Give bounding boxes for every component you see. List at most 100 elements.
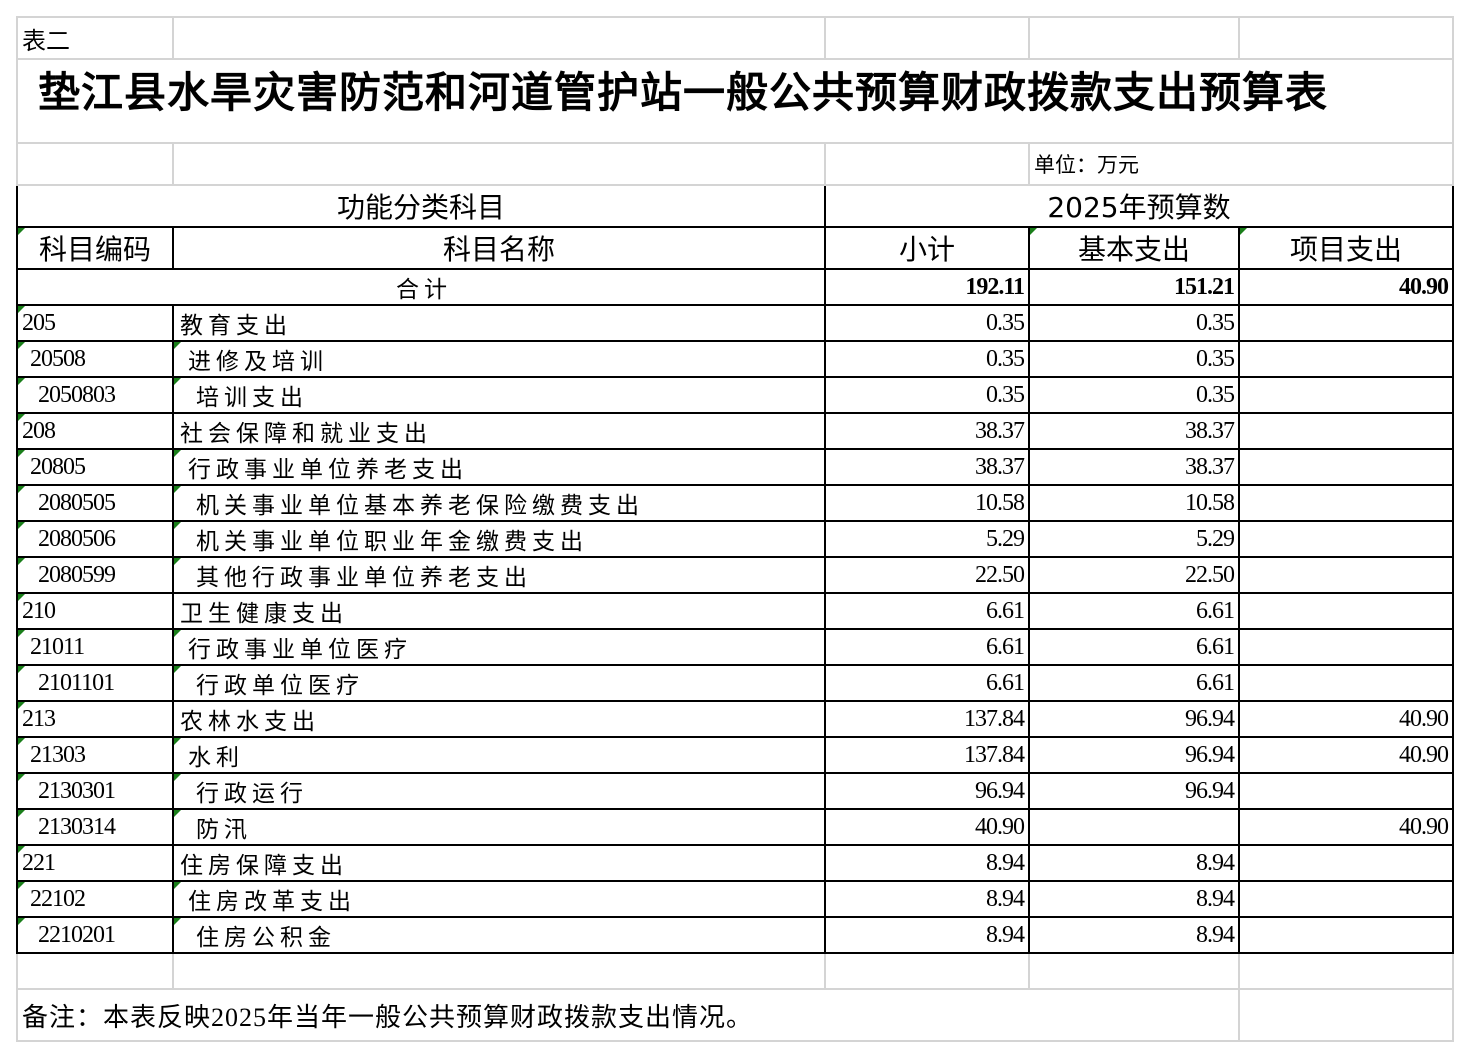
name-cell[interactable]: 其他行政事业单位养老支出 bbox=[172, 556, 826, 594]
cell[interactable] bbox=[824, 952, 1030, 990]
subtotal-cell[interactable]: 96.94 bbox=[824, 772, 1030, 810]
code-cell[interactable]: 2050803 bbox=[16, 376, 174, 414]
name-cell[interactable]: 社会保障和就业支出 bbox=[172, 412, 826, 450]
name-cell[interactable]: 行政单位医疗 bbox=[172, 664, 826, 702]
name-cell[interactable]: 教育支出 bbox=[172, 304, 826, 342]
basic-cell[interactable]: 38.37 bbox=[1028, 412, 1240, 450]
project-cell[interactable] bbox=[1238, 520, 1454, 558]
basic-cell[interactable]: 96.94 bbox=[1028, 772, 1240, 810]
cell[interactable] bbox=[824, 16, 1030, 60]
basic-cell[interactable] bbox=[1028, 808, 1240, 846]
code-cell[interactable]: 2210201 bbox=[16, 916, 174, 954]
code-cell[interactable]: 2130314 bbox=[16, 808, 174, 846]
subtotal-cell[interactable]: 38.37 bbox=[824, 412, 1030, 450]
project-cell[interactable] bbox=[1238, 484, 1454, 522]
note[interactable]: 备注：本表反映2025年当年一般公共预算财政拨款支出情况。 bbox=[16, 988, 1240, 1042]
project-cell[interactable]: 40.90 bbox=[1238, 736, 1454, 774]
cell[interactable] bbox=[1238, 988, 1454, 1042]
total-basic[interactable]: 151.21 bbox=[1028, 268, 1240, 306]
cell[interactable] bbox=[824, 142, 1030, 186]
code-cell[interactable]: 213 bbox=[16, 700, 174, 738]
project-cell[interactable] bbox=[1238, 340, 1454, 378]
subtotal-cell[interactable]: 38.37 bbox=[824, 448, 1030, 486]
subtotal-cell[interactable]: 0.35 bbox=[824, 304, 1030, 342]
subtotal-cell[interactable]: 0.35 bbox=[824, 340, 1030, 378]
name-cell[interactable]: 防汛 bbox=[172, 808, 826, 846]
name-cell[interactable]: 住房改革支出 bbox=[172, 880, 826, 918]
total-project[interactable]: 40.90 bbox=[1238, 268, 1454, 306]
cell[interactable] bbox=[172, 952, 826, 990]
sheet-label[interactable]: 表二 bbox=[16, 16, 174, 60]
code-cell[interactable]: 2080599 bbox=[16, 556, 174, 594]
subtotal-cell[interactable]: 0.35 bbox=[824, 376, 1030, 414]
basic-cell[interactable]: 6.61 bbox=[1028, 628, 1240, 666]
header-name[interactable]: 科目名称 bbox=[172, 226, 826, 270]
project-cell[interactable]: 40.90 bbox=[1238, 700, 1454, 738]
name-cell[interactable]: 行政运行 bbox=[172, 772, 826, 810]
total-label[interactable]: 合计 bbox=[16, 268, 826, 306]
basic-cell[interactable]: 38.37 bbox=[1028, 448, 1240, 486]
project-cell[interactable] bbox=[1238, 772, 1454, 810]
code-cell[interactable]: 221 bbox=[16, 844, 174, 882]
project-cell[interactable] bbox=[1238, 556, 1454, 594]
code-cell[interactable]: 2080505 bbox=[16, 484, 174, 522]
subtotal-cell[interactable]: 6.61 bbox=[824, 592, 1030, 630]
basic-cell[interactable]: 0.35 bbox=[1028, 304, 1240, 342]
code-cell[interactable]: 21303 bbox=[16, 736, 174, 774]
name-cell[interactable]: 水利 bbox=[172, 736, 826, 774]
basic-cell[interactable]: 8.94 bbox=[1028, 844, 1240, 882]
subtotal-cell[interactable]: 22.50 bbox=[824, 556, 1030, 594]
cell[interactable] bbox=[172, 142, 826, 186]
name-cell[interactable]: 住房保障支出 bbox=[172, 844, 826, 882]
header-budget-2025[interactable]: 2025年预算数 bbox=[824, 184, 1454, 228]
subtotal-cell[interactable]: 6.61 bbox=[824, 628, 1030, 666]
project-cell[interactable]: 40.90 bbox=[1238, 808, 1454, 846]
name-cell[interactable]: 卫生健康支出 bbox=[172, 592, 826, 630]
cell[interactable] bbox=[1238, 16, 1454, 60]
subtotal-cell[interactable]: 40.90 bbox=[824, 808, 1030, 846]
header-functional-category[interactable]: 功能分类科目 bbox=[16, 184, 826, 228]
cell[interactable] bbox=[16, 142, 174, 186]
project-cell[interactable] bbox=[1238, 664, 1454, 702]
total-subtotal[interactable]: 192.11 bbox=[824, 268, 1030, 306]
name-cell[interactable]: 机关事业单位基本养老保险缴费支出 bbox=[172, 484, 826, 522]
project-cell[interactable] bbox=[1238, 592, 1454, 630]
subtotal-cell[interactable]: 8.94 bbox=[824, 916, 1030, 954]
cell[interactable] bbox=[1238, 952, 1454, 990]
header-basic[interactable]: 基本支出 bbox=[1028, 226, 1240, 270]
subtotal-cell[interactable]: 6.61 bbox=[824, 664, 1030, 702]
code-cell[interactable]: 22102 bbox=[16, 880, 174, 918]
header-subtotal[interactable]: 小计 bbox=[824, 226, 1030, 270]
subtotal-cell[interactable]: 8.94 bbox=[824, 844, 1030, 882]
basic-cell[interactable]: 96.94 bbox=[1028, 736, 1240, 774]
code-cell[interactable]: 20805 bbox=[16, 448, 174, 486]
code-cell[interactable]: 208 bbox=[16, 412, 174, 450]
name-cell[interactable]: 培训支出 bbox=[172, 376, 826, 414]
basic-cell[interactable]: 22.50 bbox=[1028, 556, 1240, 594]
header-code[interactable]: 科目编码 bbox=[16, 226, 174, 270]
name-cell[interactable]: 行政事业单位医疗 bbox=[172, 628, 826, 666]
subtotal-cell[interactable]: 5.29 bbox=[824, 520, 1030, 558]
basic-cell[interactable]: 5.29 bbox=[1028, 520, 1240, 558]
name-cell[interactable]: 住房公积金 bbox=[172, 916, 826, 954]
cell[interactable] bbox=[1028, 952, 1240, 990]
cell[interactable] bbox=[1028, 16, 1240, 60]
basic-cell[interactable]: 8.94 bbox=[1028, 916, 1240, 954]
project-cell[interactable] bbox=[1238, 880, 1454, 918]
basic-cell[interactable]: 96.94 bbox=[1028, 700, 1240, 738]
code-cell[interactable]: 2080506 bbox=[16, 520, 174, 558]
project-cell[interactable] bbox=[1238, 916, 1454, 954]
code-cell[interactable]: 210 bbox=[16, 592, 174, 630]
project-cell[interactable] bbox=[1238, 304, 1454, 342]
code-cell[interactable]: 2101101 bbox=[16, 664, 174, 702]
name-cell[interactable]: 农林水支出 bbox=[172, 700, 826, 738]
name-cell[interactable]: 进修及培训 bbox=[172, 340, 826, 378]
basic-cell[interactable]: 6.61 bbox=[1028, 664, 1240, 702]
basic-cell[interactable]: 0.35 bbox=[1028, 376, 1240, 414]
subtotal-cell[interactable]: 8.94 bbox=[824, 880, 1030, 918]
unit-label[interactable]: 单位：万元 bbox=[1028, 142, 1454, 186]
project-cell[interactable] bbox=[1238, 628, 1454, 666]
name-cell[interactable]: 机关事业单位职业年金缴费支出 bbox=[172, 520, 826, 558]
project-cell[interactable] bbox=[1238, 844, 1454, 882]
code-cell[interactable]: 2130301 bbox=[16, 772, 174, 810]
